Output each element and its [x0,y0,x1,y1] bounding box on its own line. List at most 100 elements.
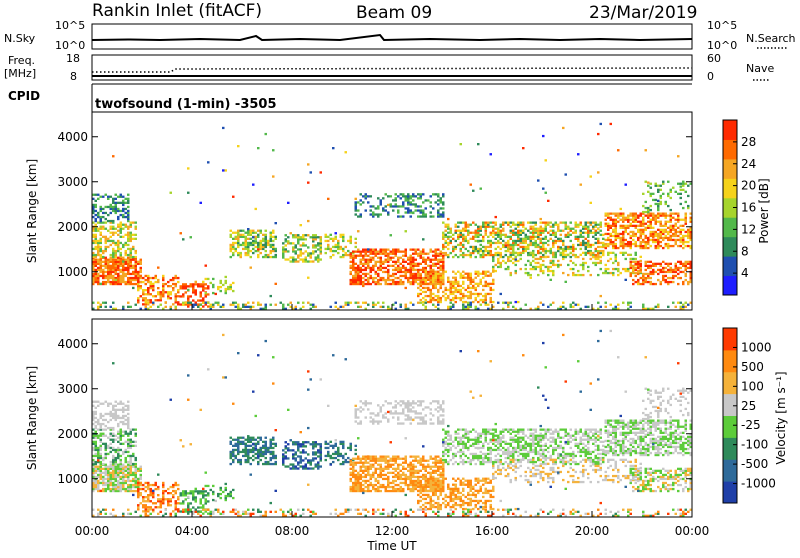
power-cell [612,221,615,223]
power-cell [95,220,98,222]
power-cell [122,257,125,259]
velocity-cell [145,506,148,508]
power-cell [422,291,425,293]
power-cell [615,258,618,260]
power-cell [612,268,615,270]
power-cell [232,246,235,248]
power-cell [247,248,250,250]
power-cell [430,281,433,283]
power-cell [595,232,598,234]
power-cell [272,232,275,234]
power-cell [570,240,573,242]
power-cell [355,203,358,205]
power-cell [467,295,470,297]
power-cell [450,302,453,304]
power-cell [565,173,568,175]
power-cell [442,207,445,209]
velocity-cell [130,433,133,435]
velocity-cell [295,459,298,461]
power-cell [357,267,360,269]
velocity-cell [270,439,273,441]
power-cell [537,274,540,276]
power-cell [610,252,613,254]
power-cell [597,240,600,242]
power-cell [525,240,528,242]
power-cell [412,275,415,277]
power-cell [582,236,585,238]
power-cell [270,238,273,240]
power-cell [450,291,453,293]
velocity-cell [127,423,130,425]
power-cell [572,248,575,250]
power-cell [462,230,465,232]
velocity-cell [272,451,275,453]
power-cell [202,297,205,299]
power-cell [400,306,403,308]
power-cell [640,269,643,271]
power-cell [240,254,243,256]
power-cell [120,202,123,204]
power-cell [295,258,298,260]
power-cell [562,240,565,242]
power-cell [445,226,448,228]
power-cell [542,232,545,234]
velocity-cell [95,427,98,429]
power-cell [645,215,648,217]
velocity-cell [97,457,100,459]
power-cell [670,217,673,219]
power-cell [422,279,425,281]
power-cell [527,222,530,224]
power-cell [112,202,115,204]
power-cell [97,198,100,200]
velocity-cell [350,474,353,476]
power-cell [357,209,360,211]
power-cell [552,256,555,258]
velocity-cell [122,484,125,486]
power-cell [440,265,443,267]
power-cell [650,277,653,279]
power-cell [477,295,480,297]
velocity-cell [160,502,163,504]
velocity-cell [120,409,123,411]
power-cell [495,242,498,244]
power-cell [467,273,470,275]
power-cell [430,277,433,279]
velocity-cell [370,478,373,480]
power-cell [487,275,490,277]
power-cell [187,295,190,297]
velocity-cell [300,459,303,461]
velocity-cell [110,427,113,429]
power-cell [340,246,343,248]
power-cell [442,261,445,263]
power-cell [200,291,203,293]
power-cell [140,263,143,265]
velocity-cell [120,466,123,468]
power-cell [515,264,518,266]
power-cell [437,253,440,255]
power-cell [437,297,440,299]
power-cell [247,306,250,308]
power-cell [357,255,360,257]
power-cell [492,289,495,291]
power-cell [597,254,600,256]
power-cell [432,299,435,301]
power-cell [607,243,610,245]
power-cell [560,222,563,224]
power-cell [97,267,100,269]
power-cell [417,287,420,289]
velocity-cell [272,453,275,455]
power-cell [242,242,245,244]
power-cell [247,302,250,304]
power-cell [95,263,98,265]
power-cell [285,238,288,240]
velocity-cell [95,413,98,415]
power-cell [102,208,105,210]
power-cell [400,257,403,259]
power-cell [122,277,125,279]
velocity-cell [115,478,118,480]
power-cell [600,230,603,232]
power-cell [532,266,535,268]
power-cell [605,223,608,225]
power-cell [405,249,408,251]
velocity-cell [290,467,293,469]
